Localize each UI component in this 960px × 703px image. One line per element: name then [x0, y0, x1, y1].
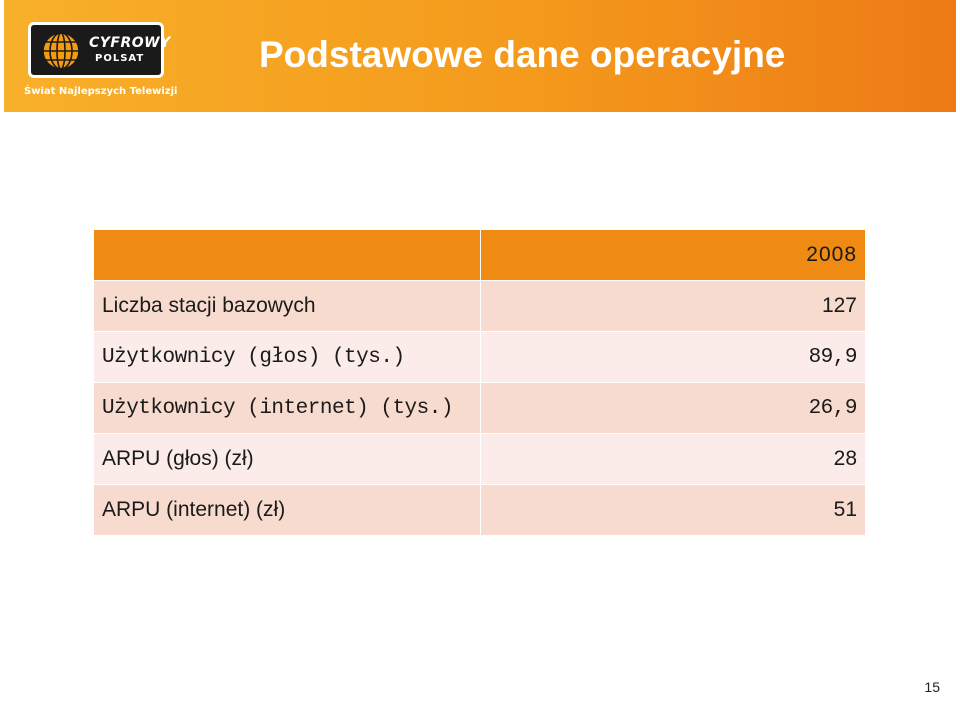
cyfrowy-polsat-logo: CYFROWY POLSAT [28, 22, 170, 78]
year-header: 2008 [480, 229, 866, 281]
header-banner: CYFROWY POLSAT Świat Najlepszych Telewiz… [4, 0, 956, 112]
page-number: 15 [924, 679, 940, 695]
row-value: 89,9 [480, 331, 866, 383]
row-label: Liczba stacji bazowych [93, 280, 481, 332]
operational-data-table: 2008 Liczba stacji bazowych 127 Użytkown… [93, 229, 866, 536]
table-row: ARPU (internet) (zł) 51 [93, 484, 866, 536]
table-row: ARPU (głos) (zł) 28 [93, 433, 866, 485]
row-value: 127 [480, 280, 866, 332]
row-value: 28 [480, 433, 866, 485]
logo-text-cyfrowy: CYFROWY [89, 35, 171, 51]
row-value: 26,9 [480, 382, 866, 434]
row-label: Użytkownicy (internet) (tys.) [93, 382, 481, 434]
table-row: Liczba stacji bazowych 127 [93, 280, 866, 332]
table-row: Użytkownicy (internet) (tys.) 26,9 [93, 382, 866, 434]
row-label: ARPU (głos) (zł) [93, 433, 481, 485]
row-value: 51 [480, 484, 866, 536]
logo-text-polsat: POLSAT [95, 53, 145, 64]
globe-icon [42, 32, 80, 70]
table-row: Użytkownicy (głos) (tys.) 89,9 [93, 331, 866, 383]
row-label: Użytkownicy (głos) (tys.) [93, 331, 481, 383]
header-label-cell [93, 229, 481, 281]
page-title: Podstawowe dane operacyjne [259, 34, 786, 75]
table-header-row: 2008 [93, 229, 866, 281]
logo-tagline: Świat Najlepszych Telewizji [24, 86, 178, 97]
row-label: ARPU (internet) (zł) [93, 484, 481, 536]
